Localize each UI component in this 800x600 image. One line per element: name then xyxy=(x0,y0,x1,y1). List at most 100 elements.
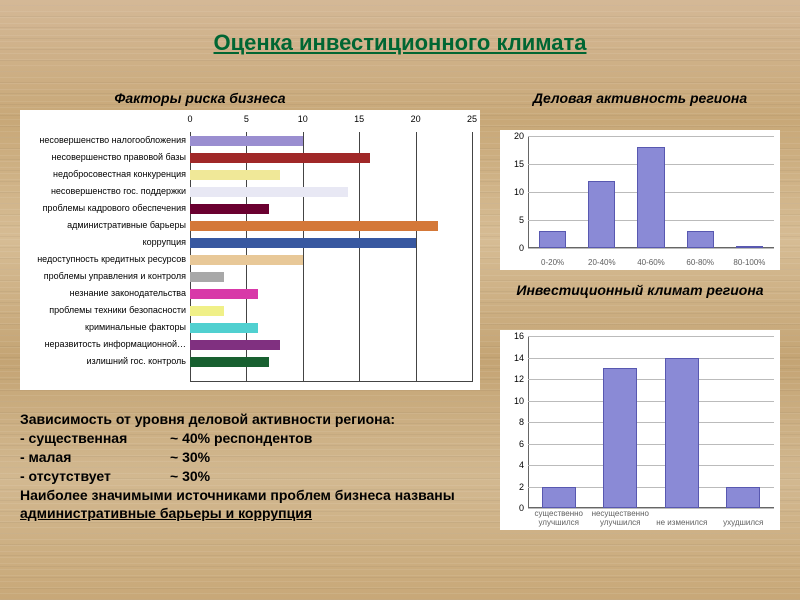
vbar-ytick-label: 4 xyxy=(519,460,524,470)
bottom-row: - отсутствует~ 30% xyxy=(20,467,480,486)
vbar-gridline xyxy=(528,444,774,445)
bottom-row-key: - существенная xyxy=(20,429,170,448)
hbar-xtick-label: 10 xyxy=(298,114,308,124)
vbar-bar xyxy=(637,147,664,248)
vbar-ytick-label: 20 xyxy=(514,131,524,141)
page-title: Оценка инвестиционного климата xyxy=(0,0,800,64)
hbar-bar xyxy=(190,136,303,146)
vbar-ytick-label: 10 xyxy=(514,396,524,406)
bottom-heading: Зависимость от уровня деловой активности… xyxy=(20,410,480,429)
vbar2-plot: 0246810121416 xyxy=(528,336,774,508)
bottom-text: Зависимость от уровня деловой активности… xyxy=(20,410,480,523)
vbar-gridline xyxy=(528,358,774,359)
hbar-xtick-label: 0 xyxy=(187,114,192,124)
vbar-ytick-label: 8 xyxy=(519,417,524,427)
vbar-xtick-label: ухудшился xyxy=(713,519,775,528)
hbar-xtick-label: 15 xyxy=(354,114,364,124)
vbar-ytick-label: 0 xyxy=(519,503,524,513)
hbar-row-label: незнание законодательства xyxy=(70,288,186,298)
vbar-ytick-label: 2 xyxy=(519,482,524,492)
vbar-xtick-label: 20-40% xyxy=(577,259,626,268)
bottom-row-val: ~ 30% xyxy=(170,448,210,467)
hbar-row-label: недобросовестная конкуренция xyxy=(53,169,186,179)
hbar-xtick-label: 20 xyxy=(411,114,421,124)
hbar-bar xyxy=(190,255,303,265)
hbar-bar xyxy=(190,340,280,350)
hbar-row-label: криминальные факторы xyxy=(85,322,186,332)
hbar-gridline xyxy=(359,132,360,382)
vbar-xtick-label: 80-100% xyxy=(725,259,774,268)
vbar-ytick-label: 5 xyxy=(519,215,524,225)
hbar-gridline xyxy=(303,132,304,382)
vbar-xtick-label: 60-80% xyxy=(676,259,725,268)
hbar-bar xyxy=(190,187,348,197)
vbar-ytick-label: 10 xyxy=(514,187,524,197)
bottom-row-key: - отсутствует xyxy=(20,467,170,486)
vbar-gridline xyxy=(528,379,774,380)
hbar-row-label: излишний гос. контроль xyxy=(86,356,186,366)
vbar-bar xyxy=(687,231,714,248)
bottom-conclusion: Наиболее значимыми источниками проблем б… xyxy=(20,486,480,524)
vbar-gridline xyxy=(528,422,774,423)
vbar-chart-activity: 05101520 0-20%20-40%40-60%60-80%80-100% xyxy=(500,130,780,270)
hbar-row-label: недоступность кредитных ресурсов xyxy=(37,254,186,264)
hbar-bar xyxy=(190,323,258,333)
vbar-gridline xyxy=(528,136,774,137)
hbar-bar xyxy=(190,221,438,231)
vbar-bar xyxy=(665,358,699,509)
subtitle-left: Факторы риска бизнеса xyxy=(60,90,340,106)
vbar-gridline xyxy=(528,401,774,402)
hbar-bar xyxy=(190,306,224,316)
hbar-xtick-label: 25 xyxy=(467,114,477,124)
hbar-row-label: несовершенство правовой базы xyxy=(51,152,186,162)
vbar-ytick-label: 0 xyxy=(519,243,524,253)
hbar-bar xyxy=(190,272,224,282)
vbar-bar xyxy=(539,231,566,248)
bottom-row-val: ~ 40% респондентов xyxy=(170,429,312,448)
bottom-row: - существенная~ 40% респондентов xyxy=(20,429,480,448)
vbar-xtick-label: несущественно улучшился xyxy=(590,510,652,528)
hbar-plot xyxy=(190,132,472,382)
vbar1-plot: 05101520 xyxy=(528,136,774,248)
hbar-gridline xyxy=(472,132,473,382)
conclusion-prefix: Наиболее значимыми источниками проблем б… xyxy=(20,487,455,503)
hbar-row-label: несовершенство налогообложения xyxy=(39,135,186,145)
hbar-chart: несовершенство налогообложения несовершен… xyxy=(20,110,480,390)
vbar-xtick-label: не изменился xyxy=(651,519,713,528)
vbar-ytick-label: 14 xyxy=(514,353,524,363)
vbar-ytick-label: 15 xyxy=(514,159,524,169)
bottom-row-val: ~ 30% xyxy=(170,467,210,486)
vbar-gridline xyxy=(528,336,774,337)
hbar-bar xyxy=(190,204,269,214)
slide-layout: Оценка инвестиционного климата Факторы р… xyxy=(0,0,800,600)
hbar-bar xyxy=(190,170,280,180)
vbar-xtick-label: 40-60% xyxy=(626,259,675,268)
vbar-bar xyxy=(736,246,763,248)
vbar-bar xyxy=(588,181,615,248)
vbar-xtick-label: существенно улучшился xyxy=(528,510,590,528)
hbar-bar xyxy=(190,153,370,163)
hbar-row-label: несовершенство гос. поддержки xyxy=(51,186,186,196)
vbar-ytick-label: 12 xyxy=(514,374,524,384)
subtitle-right: Деловая активность региона xyxy=(500,90,780,106)
vbar-ytick-label: 6 xyxy=(519,439,524,449)
bottom-row-key: - малая xyxy=(20,448,170,467)
vbar-gridline xyxy=(528,248,774,249)
bottom-row: - малая~ 30% xyxy=(20,448,480,467)
hbar-row-label: неразвитость информационной… xyxy=(45,339,186,349)
subtitle-right2: Инвестиционный климат региона xyxy=(500,282,780,298)
vbar-bar xyxy=(603,368,637,508)
hbar-row-label: проблемы управления и контроля xyxy=(44,271,186,281)
vbar-bar xyxy=(726,487,760,509)
vbar-xtick-label: 0-20% xyxy=(528,259,577,268)
hbar-row-label: административные барьеры xyxy=(67,220,186,230)
vbar-gridline xyxy=(528,465,774,466)
hbar-row-label: проблемы техники безопасности xyxy=(49,305,186,315)
hbar-row-label: проблемы кадрового обеспечения xyxy=(43,203,186,213)
hbar-bar xyxy=(190,289,258,299)
vbar-chart-climate: 0246810121416 существенно улучшилсянесущ… xyxy=(500,330,780,530)
hbar-bar xyxy=(190,238,416,248)
hbar-row-label: коррупция xyxy=(143,237,186,247)
conclusion-underline: административные барьеры и коррупция xyxy=(20,505,312,521)
hbar-bar xyxy=(190,357,269,367)
